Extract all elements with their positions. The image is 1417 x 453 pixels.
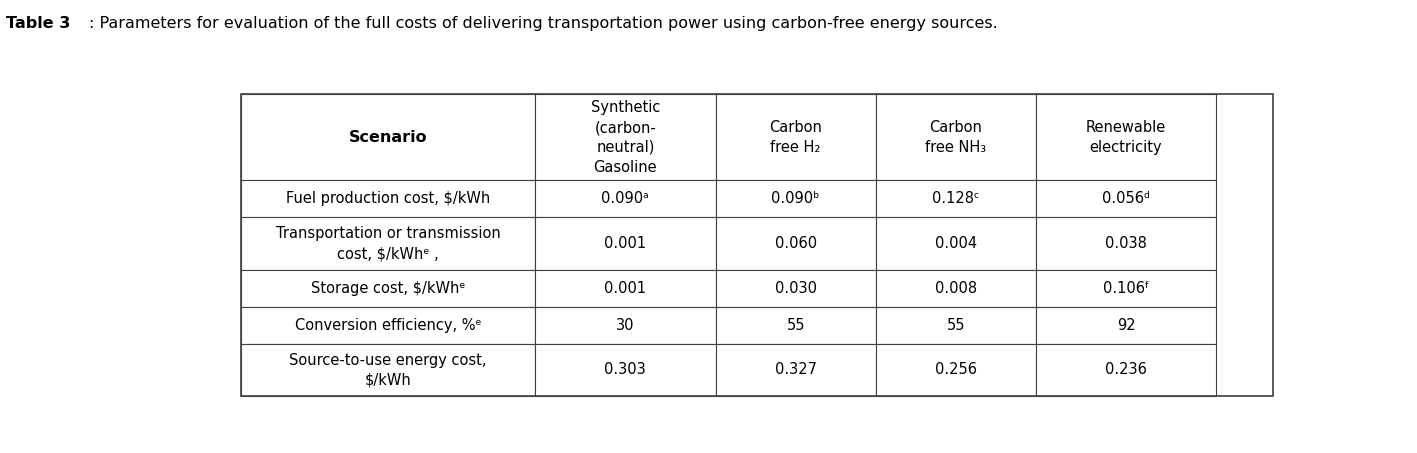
- Text: Renewable
electricity: Renewable electricity: [1085, 120, 1166, 155]
- Bar: [1036, 180, 1216, 217]
- Text: 0.106ᶠ: 0.106ᶠ: [1102, 281, 1149, 296]
- Bar: [1036, 270, 1216, 307]
- Text: 55: 55: [786, 318, 805, 333]
- Bar: [536, 307, 716, 344]
- Text: Table 3: Table 3: [6, 16, 69, 31]
- Text: Storage cost, $/kWhᵉ: Storage cost, $/kWhᵉ: [310, 281, 465, 296]
- Text: Carbon
free NH₃: Carbon free NH₃: [925, 120, 986, 155]
- Bar: [536, 95, 716, 180]
- Text: 0.038: 0.038: [1105, 236, 1146, 251]
- Text: Conversion efficiency, %ᵉ: Conversion efficiency, %ᵉ: [295, 318, 482, 333]
- Bar: [876, 180, 1036, 217]
- Bar: [1036, 307, 1216, 344]
- Text: 0.056ᵈ: 0.056ᵈ: [1102, 192, 1151, 207]
- Bar: [876, 307, 1036, 344]
- Text: Source-to-use energy cost,
$/kWh: Source-to-use energy cost, $/kWh: [289, 352, 486, 387]
- Bar: [716, 307, 876, 344]
- Text: 0.004: 0.004: [935, 236, 976, 251]
- Bar: [536, 344, 716, 396]
- Text: 0.128ᶜ: 0.128ᶜ: [932, 192, 979, 207]
- Text: Fuel production cost, $/kWh: Fuel production cost, $/kWh: [286, 192, 490, 207]
- Bar: [536, 217, 716, 270]
- Text: Scenario: Scenario: [349, 130, 428, 145]
- Text: 0.001: 0.001: [604, 281, 646, 296]
- Text: Carbon
free H₂: Carbon free H₂: [769, 120, 822, 155]
- Bar: [1036, 217, 1216, 270]
- Bar: [1036, 95, 1216, 180]
- Bar: [876, 95, 1036, 180]
- Text: : Parameters for evaluation of the full costs of delivering transportation power: : Parameters for evaluation of the full …: [89, 16, 998, 31]
- Text: 0.090ᵃ: 0.090ᵃ: [601, 192, 649, 207]
- Bar: [876, 217, 1036, 270]
- Text: 92: 92: [1117, 318, 1135, 333]
- Bar: [716, 217, 876, 270]
- Text: 55: 55: [947, 318, 965, 333]
- Bar: [716, 270, 876, 307]
- Text: 0.303: 0.303: [605, 362, 646, 377]
- Bar: [241, 307, 536, 344]
- Text: 0.030: 0.030: [775, 281, 816, 296]
- Text: 0.327: 0.327: [775, 362, 816, 377]
- Bar: [536, 270, 716, 307]
- Bar: [716, 344, 876, 396]
- Bar: [876, 344, 1036, 396]
- Text: 0.008: 0.008: [935, 281, 976, 296]
- Bar: [1036, 344, 1216, 396]
- Bar: [536, 180, 716, 217]
- Bar: [876, 270, 1036, 307]
- Text: Synthetic
(carbon-
neutral)
Gasoline: Synthetic (carbon- neutral) Gasoline: [591, 100, 660, 175]
- Text: 0.060: 0.060: [775, 236, 816, 251]
- Text: 30: 30: [616, 318, 635, 333]
- Bar: [241, 95, 1272, 396]
- Bar: [716, 180, 876, 217]
- Text: 0.256: 0.256: [935, 362, 976, 377]
- Bar: [241, 217, 536, 270]
- Bar: [241, 344, 536, 396]
- Bar: [241, 270, 536, 307]
- Bar: [716, 95, 876, 180]
- Bar: [241, 95, 536, 180]
- Text: 0.236: 0.236: [1105, 362, 1146, 377]
- Bar: [241, 180, 536, 217]
- Text: 0.090ᵇ: 0.090ᵇ: [771, 192, 820, 207]
- Text: Transportation or transmission
cost, $/kWhᵉ ,: Transportation or transmission cost, $/k…: [275, 226, 500, 261]
- Text: 0.001: 0.001: [604, 236, 646, 251]
